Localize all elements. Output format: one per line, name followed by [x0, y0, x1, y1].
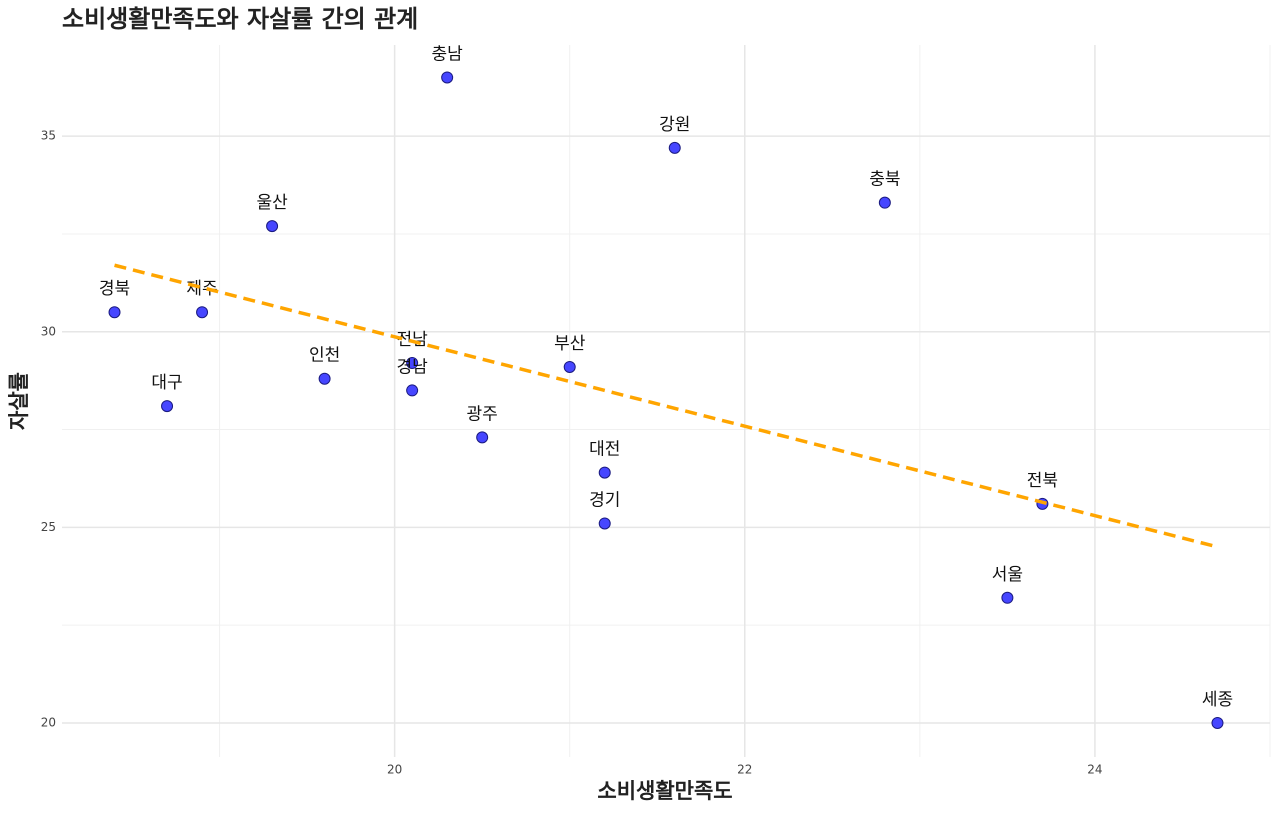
point-label: 경기 — [589, 490, 620, 510]
point-label: 전북 — [1027, 471, 1058, 491]
point-label: 대구 — [151, 373, 182, 393]
point-label: 세종 — [1202, 690, 1233, 710]
point-label: 강원 — [659, 115, 690, 135]
x-tick-label: 24 — [1087, 763, 1102, 777]
y-tick-label: 25 — [41, 520, 56, 534]
point — [406, 384, 419, 397]
x-axis-label: 소비생활만족도 — [597, 779, 732, 803]
point — [668, 141, 681, 154]
point — [476, 431, 489, 444]
point-label: 경남 — [397, 357, 429, 377]
point — [1211, 716, 1224, 729]
point — [563, 360, 576, 373]
point-label: 울산 — [256, 193, 288, 213]
point — [598, 466, 611, 479]
point-label: 충남 — [432, 44, 464, 64]
y-tick-label: 35 — [41, 129, 56, 143]
point — [318, 372, 331, 385]
point-label: 광주 — [467, 404, 498, 424]
y-tick-label: 20 — [41, 715, 56, 729]
point — [266, 220, 279, 233]
point-label: 충북 — [869, 170, 900, 190]
x-tick-label: 20 — [387, 763, 402, 777]
point — [598, 517, 611, 530]
point-label: 부산 — [554, 334, 586, 354]
point — [196, 306, 209, 319]
point — [441, 71, 454, 84]
trend-line — [114, 263, 1218, 549]
point-label: 경북 — [99, 279, 130, 299]
point-label: 대전 — [589, 440, 620, 460]
point — [1001, 591, 1014, 604]
y-axis-label: 자살률 — [7, 372, 31, 430]
point-label: 인천 — [309, 346, 340, 366]
point-label: 서울 — [992, 565, 1023, 585]
x-tick-label: 22 — [737, 763, 752, 777]
chart-title: 소비생활만족도와 자살률 간의 관계 — [62, 5, 418, 33]
point — [406, 357, 419, 370]
point — [108, 306, 121, 319]
point — [878, 196, 891, 209]
point — [161, 400, 174, 413]
y-tick-label: 30 — [41, 324, 56, 338]
